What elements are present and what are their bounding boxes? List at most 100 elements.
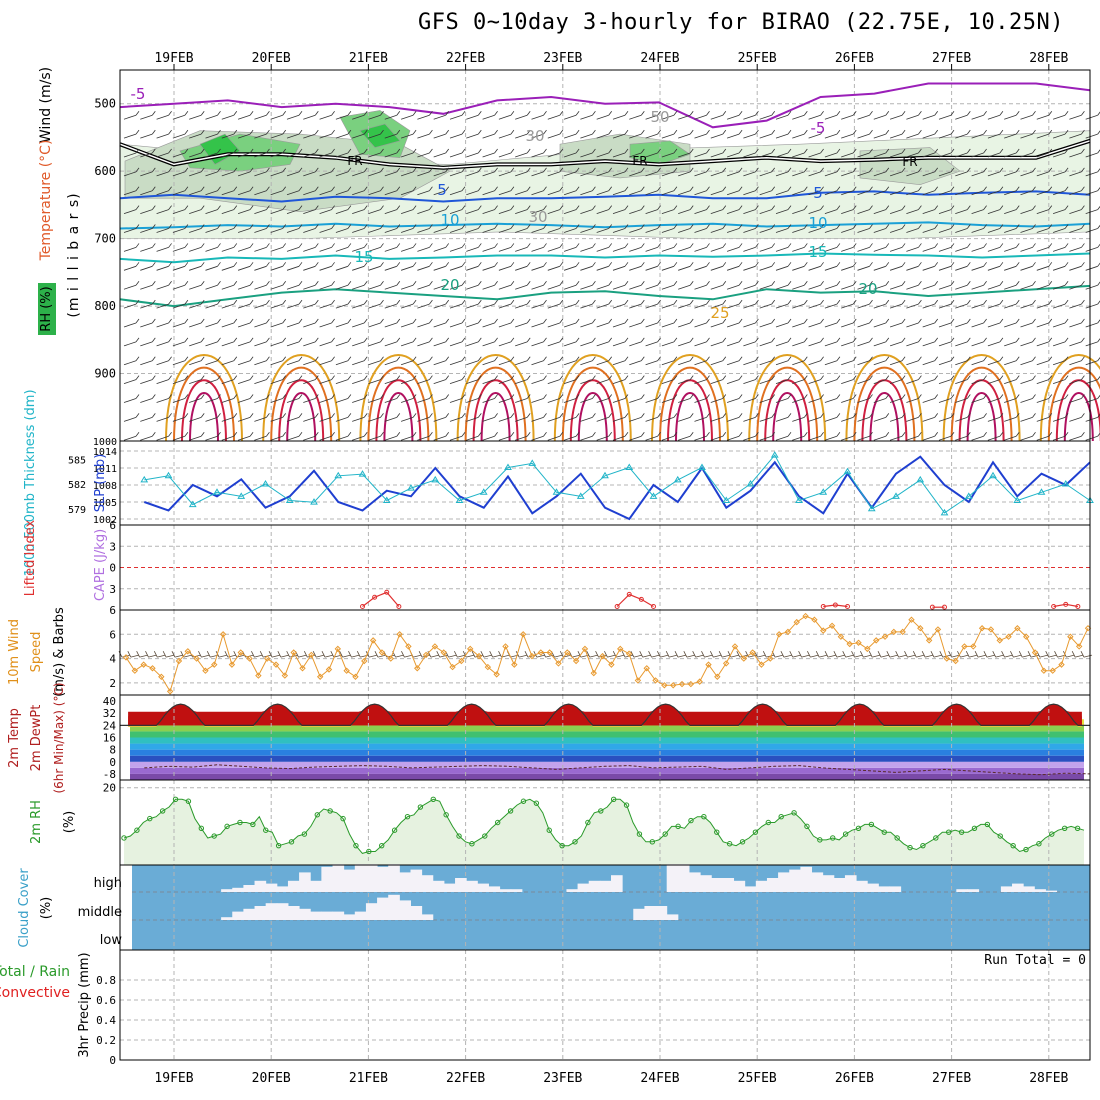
surface-isotherm: [958, 379, 1005, 442]
wind-barb: [841, 379, 854, 385]
thickness-point: [989, 471, 997, 479]
wind-barb-feather: [1015, 167, 1020, 173]
wind-barb-feather: [738, 205, 743, 210]
wind-barb: [645, 303, 658, 309]
wind-barb-feather: [575, 356, 580, 361]
wind-barb: [286, 133, 300, 139]
wind-barb-feather: [673, 167, 678, 173]
wind-barb-feather: [331, 356, 335, 361]
wind-barb: [645, 133, 658, 139]
wind-barb-feather: [282, 110, 287, 116]
wind-barb-feather: [445, 205, 450, 210]
wind-barb-feather: [461, 224, 466, 229]
wind-barb-feather: [803, 318, 808, 324]
wind-barb: [678, 114, 691, 120]
wind-barb-feather: [575, 243, 580, 248]
wind-barb: [1085, 435, 1098, 441]
temperature-band: [130, 749, 1084, 756]
wind-barb: [1020, 209, 1033, 215]
wind-barb: [466, 209, 479, 215]
wind-barb-feather: [412, 299, 417, 305]
wind-barb-feather: [1097, 338, 1100, 343]
wind-speed-point: [917, 625, 924, 632]
wind-barb-feather: [885, 224, 890, 229]
thickness-point: [576, 492, 585, 499]
wind-barb-feather: [135, 356, 140, 361]
wind-barb: [466, 435, 479, 441]
wind-barb-10m: [342, 654, 351, 658]
wind-barb-feather: [331, 148, 335, 154]
wind-barb: [368, 360, 381, 366]
wind-barb-feather: [526, 243, 531, 248]
wind-barb-feather: [412, 337, 417, 343]
wind-barb-feather: [1081, 375, 1085, 380]
wind-barb-feather: [1048, 280, 1053, 286]
wind-barb: [1069, 435, 1082, 441]
wind-barb-feather: [869, 299, 873, 305]
wind-speed-point: [661, 682, 668, 689]
wind-barb-10m: [395, 654, 404, 658]
wind-barb-feather: [526, 224, 531, 229]
wind-barb: [987, 171, 1001, 177]
cloud-high-bar: [1012, 883, 1024, 892]
wind-barb: [433, 228, 446, 233]
wind-barb: [1020, 171, 1033, 177]
cloud-high-bar: [778, 872, 790, 892]
wind-barb: [368, 114, 381, 120]
wind-barb-feather: [575, 299, 580, 305]
wind-barb-feather: [624, 205, 629, 210]
wind-barb-feather: [592, 262, 596, 267]
wind-barb-feather: [314, 129, 319, 135]
wind-barb: [906, 171, 919, 177]
wind-speed-point: [140, 661, 147, 668]
wind-barb-feather: [803, 205, 808, 210]
wind-barb: [906, 322, 919, 328]
wind-barb-feather: [722, 299, 727, 305]
wind-barb-feather: [706, 299, 710, 305]
wind-barb-feather: [1015, 224, 1020, 229]
wind-barb: [1004, 284, 1017, 290]
wind-barb: [1052, 133, 1066, 139]
wind-barb: [400, 171, 414, 177]
wind-speed-point: [811, 616, 818, 623]
wind-barb: [515, 133, 528, 139]
wind-barb: [449, 265, 463, 271]
wind-barb: [645, 417, 658, 422]
wind-barb: [889, 247, 903, 252]
wind-barb-feather: [787, 148, 792, 154]
precip-tick-label: 0.2: [96, 1034, 116, 1047]
wind-barb: [987, 398, 1001, 403]
lifted-index-point: [396, 603, 402, 609]
wind-barb: [352, 190, 365, 196]
wind-barb-feather: [396, 337, 401, 343]
wind-barb-feather: [738, 299, 743, 305]
x-label-bottom: 23FEB: [543, 1071, 582, 1086]
wind-barb-feather: [559, 413, 564, 418]
wind-barb: [938, 284, 952, 290]
wind-barb-feather: [1048, 432, 1053, 437]
thickness-point: [237, 492, 246, 499]
wind-barb: [1085, 247, 1098, 252]
wind-barb-feather: [836, 224, 841, 229]
wind-barb-feather: [592, 375, 596, 380]
wind-barb: [237, 228, 251, 233]
cloud-high-bar: [421, 875, 434, 892]
wind-barb: [270, 417, 283, 422]
wind-barb: [678, 284, 691, 290]
wind-barb-feather: [983, 413, 987, 418]
wind-barb-feather: [1032, 337, 1036, 343]
wind-barb: [694, 435, 707, 441]
wind-barb: [515, 417, 528, 422]
rh-point: [224, 823, 230, 830]
wind-barb: [694, 398, 707, 403]
wind-barb-feather: [298, 337, 303, 343]
wind-barb-feather: [429, 280, 433, 286]
wind-barb-feather: [1032, 394, 1036, 399]
wind-barb: [955, 247, 968, 252]
wind-barb-feather: [624, 186, 629, 192]
cloud-middle-bar: [276, 903, 289, 920]
wind-barb-feather: [722, 432, 727, 437]
wind-barb: [352, 341, 365, 347]
wind-barb-feather: [200, 148, 205, 154]
wind-barb: [237, 114, 251, 120]
